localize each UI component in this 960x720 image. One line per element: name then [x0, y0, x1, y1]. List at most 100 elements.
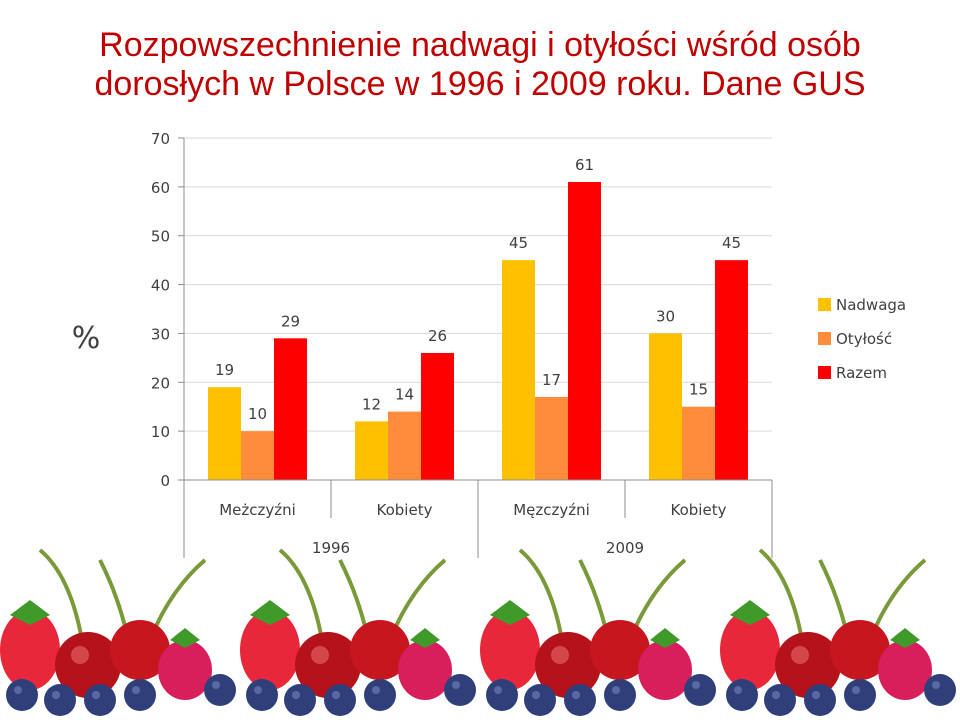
- bar-otyłość: [682, 406, 715, 480]
- data-label: 45: [509, 234, 528, 252]
- bar-razem: [715, 260, 748, 480]
- blueberry: [84, 684, 116, 716]
- blueberry: [6, 679, 38, 711]
- blueberry: [124, 679, 156, 711]
- data-label: 12: [362, 395, 381, 413]
- title-line-2: dorosłych w Polsce w 1996 i 2009 roku. D…: [94, 65, 866, 103]
- blueberry-highlight: [452, 681, 460, 689]
- blueberry-highlight: [14, 686, 22, 694]
- cherry-highlight: [551, 646, 569, 664]
- legend-swatch-nadwaga: [818, 298, 831, 311]
- strawberry-leaves: [250, 600, 290, 625]
- legend-label: Nadwaga: [836, 296, 906, 314]
- data-labels: 19 10 29 12 14 26 45 17 61 30 15 45: [215, 156, 741, 423]
- strawberry-leaves: [10, 600, 50, 625]
- cherry-stem: [278, 548, 324, 641]
- bar-nadwaga: [208, 387, 241, 480]
- bar-razem: [274, 338, 307, 480]
- raspberry: [398, 640, 452, 700]
- bar-razem: [568, 181, 601, 480]
- raspberry-leaves: [890, 628, 920, 648]
- legend-swatch-razem: [818, 366, 831, 379]
- bars: [208, 181, 748, 480]
- blueberry: [44, 684, 76, 716]
- blueberry-highlight: [812, 691, 820, 699]
- blueberry-highlight: [494, 686, 502, 694]
- cherry: [775, 632, 841, 698]
- blueberry: [444, 674, 476, 706]
- bar-nadwaga: [502, 260, 535, 480]
- blueberry-highlight: [52, 691, 60, 699]
- x-category-label: Kobiety: [671, 501, 727, 519]
- blueberry: [204, 674, 236, 706]
- slide-title: Rozpowszechnienie nadwagi i otyłości wśr…: [40, 26, 920, 104]
- cherry: [350, 620, 410, 680]
- x-category-label: Meżczyźni: [219, 501, 296, 519]
- strawberry: [720, 610, 780, 690]
- strawberry: [0, 610, 60, 690]
- data-label: 61: [575, 156, 594, 174]
- blueberry: [924, 674, 956, 706]
- blueberry-highlight: [132, 686, 140, 694]
- blueberry-highlight: [852, 686, 860, 694]
- x-group-label: 1996: [312, 539, 350, 557]
- title-line-1: Rozpowszechnienie nadwagi i otyłości wśr…: [99, 26, 861, 64]
- bar-nadwaga: [649, 333, 682, 480]
- strawberry: [240, 610, 300, 690]
- y-tick-label: 30: [151, 325, 170, 343]
- blueberry: [246, 679, 278, 711]
- strawberry: [480, 610, 540, 690]
- y-tick-label: 50: [151, 228, 170, 246]
- y-tick-label: 10: [151, 423, 170, 441]
- cherry-highlight: [311, 646, 329, 664]
- cherry-highlight: [71, 646, 89, 664]
- blueberry-highlight: [932, 681, 940, 689]
- blueberry-highlight: [532, 691, 540, 699]
- bar-nadwaga: [355, 421, 388, 480]
- y-tick-label: 60: [151, 179, 170, 197]
- x-group-label: 2009: [606, 539, 644, 557]
- raspberry-leaves: [410, 628, 440, 648]
- blueberry: [324, 684, 356, 716]
- gridlines: [178, 137, 772, 481]
- y-tick-label: 70: [151, 130, 170, 148]
- x-category-label: Kobiety: [377, 501, 433, 519]
- data-label: 15: [689, 381, 708, 399]
- bar-otyłość: [388, 411, 421, 480]
- blueberry: [726, 679, 758, 711]
- cherry-stem: [518, 548, 564, 641]
- blueberry: [764, 684, 796, 716]
- blueberry-highlight: [254, 686, 262, 694]
- blueberry-highlight: [572, 691, 580, 699]
- data-label: 30: [656, 307, 675, 325]
- y-tick-label: 0: [160, 472, 170, 490]
- blueberry: [804, 684, 836, 716]
- x-axis-group-labels: 1996 2009: [312, 539, 644, 557]
- data-label: 17: [542, 371, 561, 389]
- bar-razem: [421, 352, 454, 480]
- raspberry-leaves: [650, 628, 680, 648]
- y-tick-label: 40: [151, 277, 170, 295]
- legend-label: Razem: [836, 364, 887, 382]
- cherry-stem: [758, 548, 804, 641]
- blueberry: [564, 684, 596, 716]
- blueberry-highlight: [772, 691, 780, 699]
- blueberry: [364, 679, 396, 711]
- raspberry: [638, 640, 692, 700]
- blueberry: [284, 684, 316, 716]
- fruit-cluster: [0, 548, 236, 716]
- data-label: 10: [248, 405, 267, 423]
- bar-otyłość: [241, 431, 274, 480]
- fruit-cluster: [480, 548, 716, 716]
- fruit-cluster: [720, 548, 956, 716]
- y-tick-label: 20: [151, 374, 170, 392]
- cherry-stem: [38, 548, 84, 641]
- data-label: 26: [428, 327, 447, 345]
- data-label: 19: [215, 361, 234, 379]
- data-label: 45: [722, 234, 741, 252]
- data-label: 14: [395, 386, 414, 404]
- x-category-label: Męzczyźni: [513, 501, 590, 519]
- blueberry-highlight: [734, 686, 742, 694]
